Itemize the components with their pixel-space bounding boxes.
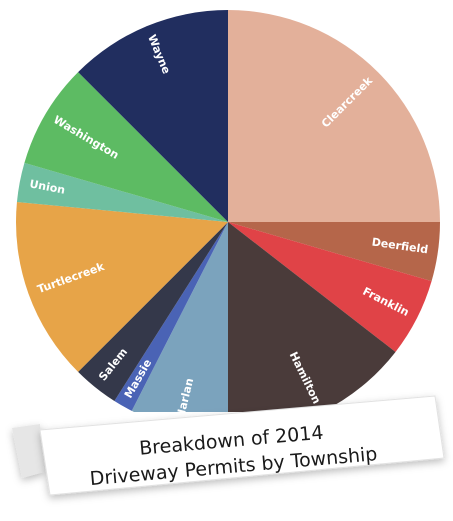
pie-slice-wayne: [78, 9, 228, 222]
pie-slice-turtlecreek: [15, 202, 228, 372]
pie-slices: [15, 9, 440, 412]
banner-tail: [12, 424, 44, 478]
pie-slice-deerfield: [228, 222, 440, 282]
pie-slice-union: [16, 162, 228, 222]
pie-slice-washington: [24, 72, 229, 222]
pie-slice-salem: [78, 222, 228, 401]
pie-slice-harlan: [131, 222, 228, 412]
pie-slice-massie: [114, 222, 228, 411]
pie-slice-clearcreek: [228, 10, 440, 222]
pie-slice-franklin: [228, 222, 432, 352]
banner-ribbon: [39, 395, 445, 496]
pie-slice-hamilton: [228, 222, 396, 412]
